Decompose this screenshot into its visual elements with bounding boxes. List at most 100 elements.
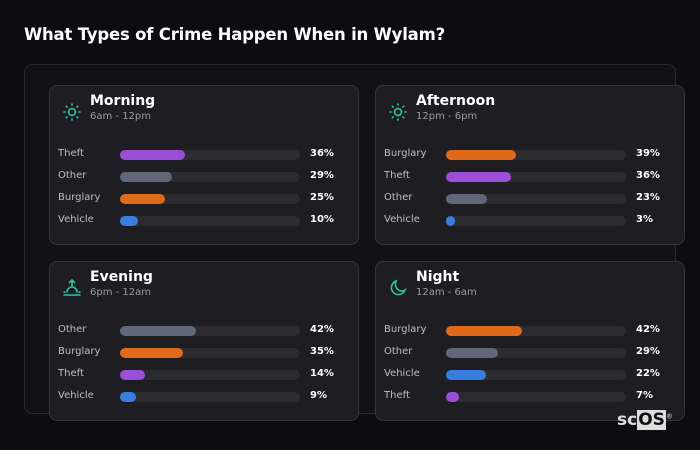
bar-track	[120, 194, 300, 204]
card-time-range: 12am - 6am	[416, 287, 477, 298]
bar-value: 10%	[310, 214, 334, 225]
bar-track	[120, 348, 300, 358]
bar-value: 42%	[636, 324, 660, 335]
bar-row: Burglary 42%	[384, 324, 674, 338]
card-night: Night 12am - 6am Burglary 42% Other 29% …	[375, 261, 685, 421]
bar-label: Other	[384, 192, 413, 203]
bar-row: Theft 7%	[384, 390, 674, 404]
bar-value: 23%	[636, 192, 660, 203]
bar-track	[446, 150, 626, 160]
bar-fill	[120, 326, 196, 336]
bar-fill	[120, 150, 185, 160]
card-title: Night	[416, 269, 460, 285]
bar-track	[120, 326, 300, 336]
bar-label: Burglary	[58, 346, 101, 357]
card-time-range: 6am - 12pm	[90, 111, 152, 122]
card-title: Evening	[90, 269, 153, 285]
bar-value: 9%	[310, 390, 327, 401]
bar-label: Vehicle	[384, 368, 420, 379]
bar-label: Other	[58, 324, 87, 335]
card-evening: Evening 6pm - 12am Other 42% Burglary 35…	[49, 261, 359, 421]
bar-label: Vehicle	[58, 390, 94, 401]
bar-row: Other 29%	[384, 346, 674, 360]
bar-fill	[120, 172, 173, 182]
bar-track	[446, 392, 626, 402]
card-morning: Morning 6am - 12pm Theft 36% Other 29% B…	[49, 85, 359, 245]
bar-row: Other 29%	[58, 170, 348, 184]
bar-label: Theft	[58, 148, 84, 159]
bar-label: Other	[58, 170, 87, 181]
bar-track	[120, 216, 300, 226]
bar-fill	[446, 194, 488, 204]
bar-track	[120, 392, 300, 402]
bar-row: Vehicle 10%	[58, 214, 348, 228]
bar-fill	[446, 216, 455, 226]
bar-track	[446, 194, 626, 204]
sunset-icon	[62, 278, 82, 298]
logo-text: sc	[617, 410, 638, 430]
logo-text-box: OS	[637, 410, 666, 430]
bar-fill	[120, 370, 146, 380]
bar-track	[120, 150, 300, 160]
bar-row: Other 23%	[384, 192, 674, 206]
bar-label: Burglary	[384, 148, 427, 159]
card-time-range: 12pm - 6pm	[416, 111, 478, 122]
bar-fill	[446, 326, 522, 336]
moon-icon	[388, 278, 408, 298]
bar-track	[120, 370, 300, 380]
bar-label: Theft	[384, 170, 410, 181]
bar-label: Other	[384, 346, 413, 357]
bar-track	[120, 172, 300, 182]
bar-row: Burglary 25%	[58, 192, 348, 206]
bar-value: 39%	[636, 148, 660, 159]
bar-row: Burglary 39%	[384, 148, 674, 162]
bar-label: Vehicle	[58, 214, 94, 225]
bar-row: Vehicle 22%	[384, 368, 674, 382]
bar-row: Theft 36%	[384, 170, 674, 184]
bar-label: Theft	[58, 368, 84, 379]
bar-value: 22%	[636, 368, 660, 379]
bar-row: Vehicle 9%	[58, 390, 348, 404]
bar-fill	[446, 392, 459, 402]
bar-fill	[120, 216, 138, 226]
bar-value: 14%	[310, 368, 334, 379]
bar-fill	[446, 370, 486, 380]
bar-track	[446, 216, 626, 226]
bar-fill	[446, 348, 499, 358]
bar-fill	[120, 348, 183, 358]
registered-mark: ®	[665, 412, 673, 421]
card-afternoon: Afternoon 12pm - 6pm Burglary 39% Theft …	[375, 85, 685, 245]
bar-row: Vehicle 3%	[384, 214, 674, 228]
bar-row: Theft 36%	[58, 148, 348, 162]
bar-value: 36%	[636, 170, 660, 181]
bar-label: Theft	[384, 390, 410, 401]
scos-logo: scOS®	[617, 410, 673, 430]
page-title: What Types of Crime Happen When in Wylam…	[24, 25, 445, 44]
bar-row: Burglary 35%	[58, 346, 348, 360]
bar-value: 7%	[636, 390, 653, 401]
bar-label: Burglary	[58, 192, 101, 203]
bar-track	[446, 370, 626, 380]
bar-track	[446, 326, 626, 336]
card-time-range: 6pm - 12am	[90, 287, 152, 298]
bar-value: 25%	[310, 192, 334, 203]
bar-track	[446, 172, 626, 182]
bar-value: 29%	[636, 346, 660, 357]
bar-row: Theft 14%	[58, 368, 348, 382]
bar-fill	[446, 172, 511, 182]
bar-value: 35%	[310, 346, 334, 357]
sun-icon	[62, 102, 82, 122]
bar-fill	[120, 392, 137, 402]
bar-label: Burglary	[384, 324, 427, 335]
bar-value: 29%	[310, 170, 334, 181]
bar-value: 42%	[310, 324, 334, 335]
bar-track	[446, 348, 626, 358]
sun-icon	[388, 102, 408, 122]
card-title: Afternoon	[416, 93, 496, 109]
bar-value: 3%	[636, 214, 653, 225]
card-title: Morning	[90, 93, 156, 109]
bar-fill	[120, 194, 165, 204]
bar-label: Vehicle	[384, 214, 420, 225]
bar-row: Other 42%	[58, 324, 348, 338]
bar-fill	[446, 150, 517, 160]
